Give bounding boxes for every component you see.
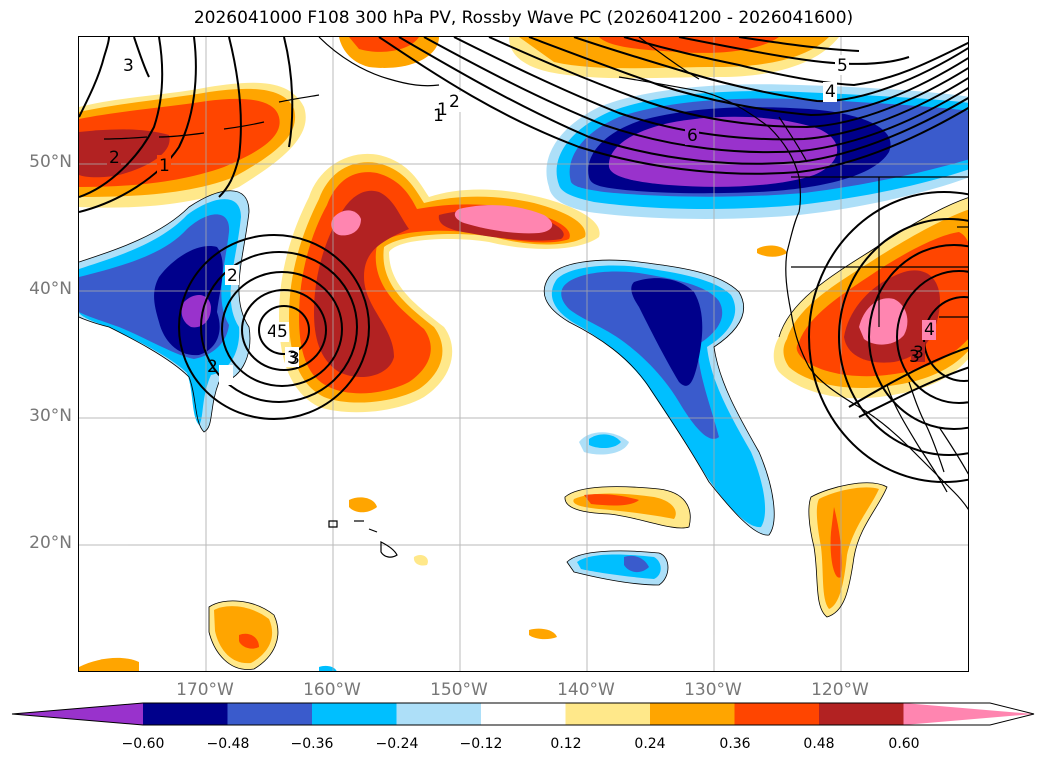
contour-label: 4 bbox=[825, 82, 836, 102]
colorbar-segment bbox=[312, 703, 397, 725]
contour-label: 4 bbox=[924, 320, 935, 340]
colorbar-tick: −0.36 bbox=[290, 736, 334, 752]
lon-label-120w: 120°W bbox=[811, 680, 869, 700]
contour-label: 6 bbox=[687, 126, 698, 146]
colorbar-tick: 0.12 bbox=[550, 736, 582, 752]
contour-label: 3 bbox=[909, 347, 920, 367]
graticule bbox=[79, 37, 968, 671]
pv-positive-north bbox=[339, 37, 839, 79]
colorbar-extend-high bbox=[903, 703, 1034, 725]
lat-label-40n: 40°N bbox=[29, 279, 72, 299]
colorbar-tick: −0.24 bbox=[375, 736, 419, 752]
contour-label: 2 bbox=[449, 92, 460, 112]
colorbar-tick: 0.36 bbox=[719, 736, 751, 752]
colorbar-segment bbox=[819, 703, 904, 725]
contour-label: 5 bbox=[837, 56, 848, 76]
contour-labels: 3 2 1 2 1 2 3 4 5 6 2 4 5 3 1 4 3 3 bbox=[107, 55, 936, 385]
map-title: 2026041000 F108 300 hPa PV, Rossby Wave … bbox=[193, 8, 854, 28]
contour-label: 3 bbox=[123, 56, 134, 76]
contour-label: 4 bbox=[267, 322, 278, 342]
lon-label-140w: 140°W bbox=[557, 680, 615, 700]
pv-outlines bbox=[79, 190, 968, 670]
lon-label-150w: 150°W bbox=[430, 680, 488, 700]
colorbar-tick: −0.60 bbox=[121, 736, 165, 752]
contour-label: 3 bbox=[287, 348, 298, 368]
lon-label-130w: 130°W bbox=[684, 680, 742, 700]
contour-label: 3 bbox=[913, 343, 924, 363]
lat-label-50n: 50°N bbox=[29, 152, 72, 172]
rossby-wave-contours bbox=[79, 37, 968, 483]
pv-positive-central bbox=[279, 153, 600, 413]
lon-label-170w: 170°W bbox=[176, 680, 234, 700]
pv-positive-east bbox=[773, 197, 968, 399]
contour-label: 1 bbox=[437, 100, 448, 120]
contour-label: 2 bbox=[227, 266, 238, 286]
contour-label: 2 bbox=[109, 148, 120, 168]
lat-label-30n: 30°N bbox=[29, 406, 72, 426]
colorbar-segment bbox=[227, 703, 313, 725]
lon-label-160w: 160°W bbox=[303, 680, 361, 700]
colorbar-tick: 0.48 bbox=[803, 736, 835, 752]
pv-small-features bbox=[79, 245, 887, 671]
colorbar-tick: 0.60 bbox=[888, 736, 920, 752]
contour-label: 1 bbox=[433, 106, 444, 126]
colorbar-tick: −0.12 bbox=[459, 736, 503, 752]
map-panel: 3 2 1 2 1 2 3 4 5 6 2 4 5 3 1 4 3 3 bbox=[78, 36, 969, 672]
colorbar-tick: −0.48 bbox=[206, 736, 250, 752]
colorbar-segment bbox=[143, 703, 228, 725]
colorbar-segment bbox=[650, 703, 735, 725]
coastlines bbox=[103, 37, 968, 558]
colorbar-segment bbox=[481, 703, 566, 725]
pv-negative-central bbox=[544, 260, 775, 536]
colorbar-segment bbox=[396, 703, 482, 725]
contour-label: 5 bbox=[277, 322, 288, 342]
lat-label-20n: 20°N bbox=[29, 533, 72, 553]
contour-label: 2 bbox=[207, 357, 218, 377]
colorbar-segment bbox=[565, 703, 651, 725]
contour-label: 1 bbox=[159, 156, 170, 176]
colorbar bbox=[11, 702, 1035, 726]
contour-label: 3 bbox=[289, 349, 300, 369]
colorbar-extend-low bbox=[12, 703, 143, 725]
colorbar-tick: 0.24 bbox=[634, 736, 666, 752]
map-canvas: 3 2 1 2 1 2 3 4 5 6 2 4 5 3 1 4 3 3 bbox=[79, 37, 968, 671]
colorbar-segment bbox=[734, 703, 820, 725]
